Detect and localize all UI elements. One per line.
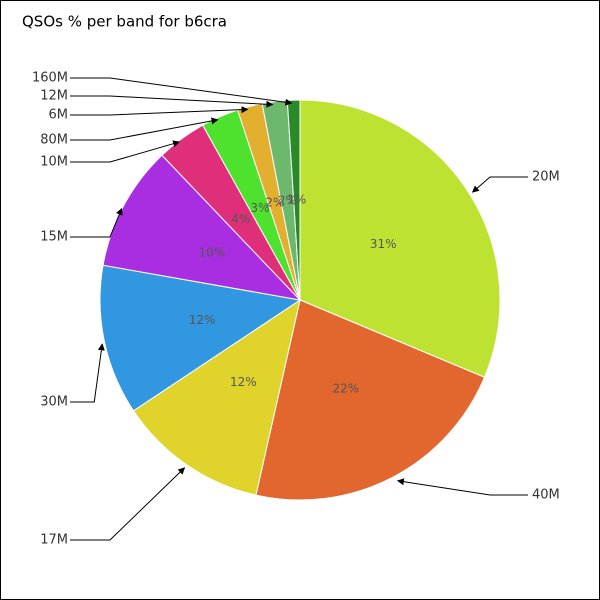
pie-slice: [102, 154, 302, 301]
slice-label: 17M: [40, 533, 68, 548]
value-label: 2%: [278, 193, 297, 207]
value-label: 10%: [199, 245, 226, 259]
callout-line: [70, 77, 293, 106]
callout-line: [70, 207, 123, 238]
slice-label: 160M: [32, 71, 68, 86]
value-label: 4%: [231, 212, 250, 226]
callout-line: [471, 176, 528, 193]
callout-line: [70, 140, 181, 163]
callout-line: [70, 106, 249, 116]
slice-label: 6M: [49, 108, 69, 123]
value-label: 12%: [230, 375, 257, 389]
slice-label: 15M: [40, 230, 68, 245]
slice-label: 12M: [40, 89, 68, 104]
slice-label: 10M: [40, 155, 68, 170]
callout-line: [396, 478, 528, 496]
value-label: 12%: [189, 313, 216, 327]
slice-label: 40M: [532, 488, 560, 503]
callout-line: [70, 467, 186, 541]
value-label: 3%: [250, 201, 269, 215]
pie-slice: [299, 99, 501, 378]
pie-slice: [255, 299, 486, 501]
pie-slice: [132, 298, 301, 496]
callout-line: [70, 117, 219, 141]
chart-title: QSOs % per band for b6cra: [22, 13, 227, 31]
callout-line: [70, 95, 274, 108]
value-label: 1%: [287, 193, 306, 207]
callout-line: [70, 343, 105, 403]
pie-slice: [99, 264, 302, 412]
value-label: 31%: [370, 237, 397, 251]
value-label: 22%: [332, 381, 359, 395]
slice-label: 20M: [532, 170, 560, 185]
slice-label: 30M: [40, 395, 68, 410]
slice-label: 80M: [40, 133, 68, 148]
value-label: 2%: [265, 196, 284, 210]
